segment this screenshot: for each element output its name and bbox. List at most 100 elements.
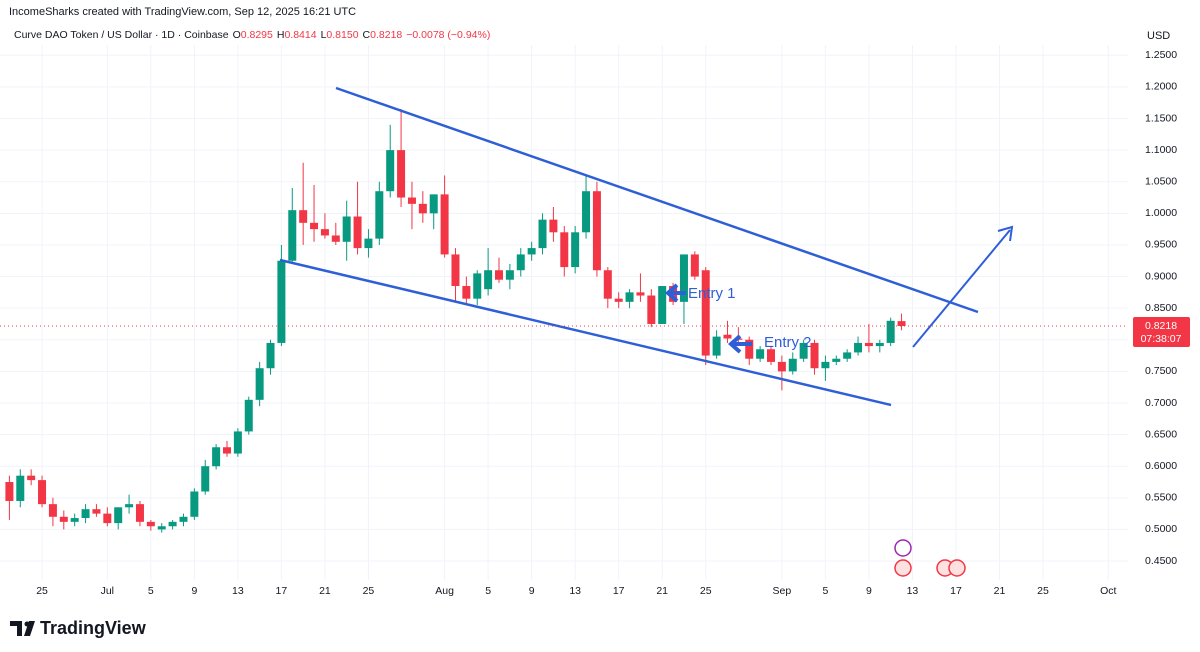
candle-body [440,194,449,255]
candle-body [266,342,275,369]
projection-arrowhead [997,225,1014,242]
logo: TradingView [10,618,147,638]
candle-body [331,235,340,242]
y-tick-label: 0.7000 [1145,397,1177,409]
x-tick-label: 25 [700,585,712,597]
x-tick-label: 5 [148,585,154,597]
y-tick-label: 0.4500 [1145,555,1177,567]
candle-body [516,254,525,271]
y-tick-label: 0.9500 [1145,239,1177,251]
candle-body [636,292,645,296]
candle-body [484,270,493,290]
candle-body [832,358,841,362]
candle-body [157,526,166,530]
candle-body [788,358,797,372]
candle-body [114,507,123,524]
candle-body [375,191,384,239]
y-tick-label: 1.2500 [1145,49,1177,61]
candle-body [320,229,329,236]
candle-body [505,270,514,280]
x-tick-label: 17 [950,585,962,597]
candle-body [201,466,210,492]
candle-body [277,260,286,343]
candle-body [527,248,536,255]
y-tick-label: 0.8500 [1145,302,1177,314]
candle-body [625,292,634,302]
last-price-box [1133,316,1190,347]
x-tick-label: 25 [363,585,375,597]
ohlc-value: 0.8295 [241,29,273,41]
candle-body [168,521,177,527]
candle-body [418,203,427,214]
ohlc-label: H [277,29,285,41]
entry-label: Entry 1 [688,285,736,302]
candle-body [745,339,754,359]
candle-body [407,197,416,204]
x-tick-label: Oct [1100,585,1116,597]
candle-body [756,349,765,359]
candle-body [233,431,242,454]
candle-body [38,480,47,505]
y-tick-label: 0.5000 [1145,523,1177,535]
candle-body [342,216,351,242]
candle-body [690,254,699,277]
y-tick-label: 1.2000 [1145,81,1177,93]
x-tick-label: 21 [319,585,331,597]
candle-body [560,232,569,268]
candle-body [146,521,155,527]
candle-body [701,270,710,356]
ohlc-label: C [363,29,371,41]
candle-body [854,342,863,353]
candle-body [16,475,25,501]
candle-body [125,504,134,508]
x-tick-label: 21 [994,585,1006,597]
x-tick-label: 25 [36,585,48,597]
upper-trendline [335,86,979,314]
x-tick-label: 5 [822,585,828,597]
countdown: 07:38:07 [1141,333,1182,345]
candle-body [223,447,231,454]
change: −0.0078 (−0.94%) [406,29,490,41]
candle-body [190,491,199,517]
attribution: IncomeSharks created with TradingView.co… [9,6,356,18]
lower-trendline [279,258,892,407]
arrow-head [727,334,742,354]
candle-body [135,504,144,522]
candle-body [658,286,667,324]
logo-text: TradingView [40,618,147,638]
candle-body [875,342,884,347]
candle-body [582,191,591,233]
y-tick-label: 0.9000 [1145,270,1177,282]
event-icon [894,539,912,557]
ohlc-value: 0.8150 [326,29,358,41]
x-tick-label: 21 [656,585,668,597]
x-tick-label: Jul [101,585,114,597]
candle-body [603,270,612,299]
event-icon [894,559,912,577]
x-axis: 25 Jul 5 9 13 17 21 25 Aug 5 9 13 17 21 25 Sep 5 9 13 17 21 2… [36,585,1116,597]
candle-body [614,298,623,302]
candle-body [397,150,406,198]
y-tick-label: 0.7500 [1145,365,1177,377]
candle-body [299,210,308,223]
projection-arrow [912,229,1011,348]
entry-2-arrow [727,334,752,354]
candle-body [647,295,656,324]
x-tick-label: 9 [191,585,197,597]
candle-body [364,238,373,249]
ohlc-value: 0.8414 [284,29,316,41]
candle-body [810,342,819,369]
candle-body [538,219,547,249]
x-tick-label: 13 [907,585,919,597]
candle-body [592,191,601,271]
x-tick-label: 13 [569,585,581,597]
entry-label: Entry 2 [764,334,812,351]
event-icon [948,559,966,577]
entry-1-arrow [664,283,686,303]
x-tick-label: Aug [435,585,454,597]
x-tick-label: 17 [613,585,625,597]
candle-body [864,342,873,347]
candles [5,109,906,533]
y-tick-label: 1.1000 [1145,144,1177,156]
